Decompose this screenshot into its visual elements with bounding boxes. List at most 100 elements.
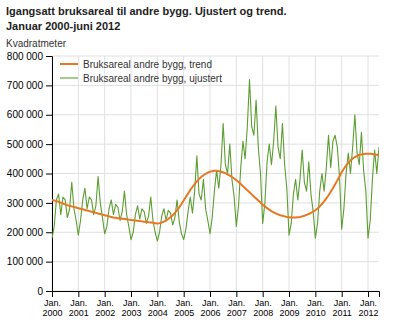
x-tick: Jan.2008 — [253, 291, 273, 318]
grid-line-x — [183, 56, 184, 291]
x-tick-label-line: Jan. — [255, 298, 272, 308]
grid-line-x — [289, 56, 290, 291]
legend-label: Bruksareal andre bygg, ujustert — [83, 73, 222, 84]
x-tick-label-line: Jan. — [123, 298, 140, 308]
x-tick-mark — [368, 291, 369, 297]
y-axis-line — [46, 57, 53, 292]
x-tick-label-line: 2001 — [69, 308, 89, 318]
legend-swatch — [60, 63, 78, 65]
grid-line-y — [52, 173, 379, 174]
y-tick-label: 700 000 — [7, 80, 44, 91]
x-tick-label-line: Jan. — [334, 298, 351, 308]
grid-line-y — [52, 85, 379, 86]
grid-line-y — [52, 202, 379, 203]
y-tick: 700 000 — [7, 80, 52, 91]
x-tick: Jan.2002 — [95, 291, 115, 318]
y-axis: 0100 000200 000300 000400 000500 000600 … — [7, 51, 53, 297]
x-tick: Jan.2004 — [148, 291, 168, 318]
x-tick-mark — [236, 291, 237, 297]
x-tick-label-line: 2000 — [42, 308, 62, 318]
x-tick-label: Jan.2011 — [333, 298, 352, 318]
grid-line-x — [262, 56, 263, 291]
x-tick-mark — [210, 291, 211, 297]
x-tick-label-line: 2003 — [121, 308, 141, 318]
x-tick-mark — [184, 291, 185, 297]
x-tick: Jan.2009 — [280, 291, 300, 318]
subtitle: Januar 2000-juni 2012 — [6, 20, 120, 32]
line — [52, 154, 379, 224]
title: Igangsatt bruksareal til andre bygg. Uju… — [6, 5, 287, 17]
x-tick-label-line: 2004 — [148, 308, 168, 318]
grid-line-y — [52, 144, 379, 145]
x-tick-label-line: Jan. — [176, 298, 193, 308]
x-tick-label-line: 2009 — [280, 308, 300, 318]
x-tick: Jan.2007 — [227, 291, 247, 318]
x-tick-mark — [105, 291, 106, 297]
x-axis: Jan.2000Jan.2001Jan.2002Jan.2003Jan.2004… — [42, 291, 379, 318]
grid-line-y — [52, 261, 379, 262]
y-tick: 600 000 — [7, 109, 52, 120]
x-tick: Jan.2003 — [121, 291, 141, 318]
y-tick-mark — [46, 144, 52, 145]
x-tick-label-line: 2007 — [227, 308, 247, 318]
y-tick: 500 000 — [7, 139, 52, 150]
y-tick: 800 000 — [7, 51, 52, 62]
y-tick-mark — [46, 56, 52, 57]
x-tick-label-line: 2005 — [174, 308, 194, 318]
x-tick-label: Jan.2005 — [174, 298, 194, 318]
x-tick-label-line: Jan. — [70, 298, 87, 308]
x-tick-label: Jan.2009 — [280, 298, 300, 318]
x-tick-mark — [157, 291, 158, 297]
grid-line-x — [104, 56, 105, 291]
x-tick-label-line: 2006 — [200, 308, 220, 318]
x-tick-label-line: Jan. — [360, 298, 377, 308]
y-tick-label: 400 000 — [7, 168, 44, 179]
x-tick: Jan.2005 — [174, 291, 194, 318]
y-tick-mark — [46, 85, 52, 86]
plot: 0100 000200 000300 000400 000500 000600 … — [7, 51, 380, 319]
y-tick-label: 500 000 — [7, 139, 44, 150]
x-tick: Jan.2010 — [306, 291, 326, 318]
x-tick-label-line: 2012 — [359, 308, 379, 318]
x-tick-mark — [78, 291, 79, 297]
y-tick-mark — [46, 174, 52, 175]
x-tick-label-line: Jan. — [97, 298, 114, 308]
series-lines — [52, 80, 379, 242]
y-tick-label: 0 — [37, 286, 43, 297]
grid — [52, 56, 379, 291]
x-tick-label: Jan.2004 — [148, 298, 168, 318]
x-tick: Jan.2011 — [333, 291, 352, 318]
x-tick-label: Jan.2007 — [227, 298, 247, 318]
x-tick-label-line: Jan. — [281, 298, 298, 308]
x-tick: Jan.2012 — [359, 291, 379, 318]
legend-label: Bruksareal andre bygg, trend — [83, 59, 212, 70]
x-tick-label: Jan.2006 — [200, 298, 220, 318]
legend-item: Bruksareal andre bygg, trend — [60, 59, 212, 70]
y-tick-mark — [46, 203, 52, 204]
x-tick-mark — [315, 291, 316, 297]
y-tick-label: 100 000 — [7, 256, 44, 267]
x-axis-line — [53, 292, 380, 298]
grid-line-x — [210, 56, 211, 291]
x-tick: Jan.2001 — [69, 291, 89, 318]
x-tick-label: Jan.2010 — [306, 298, 326, 318]
y-tick-mark — [46, 291, 52, 292]
y-tick: 300 000 — [7, 198, 52, 209]
x-tick-label-line: 2010 — [306, 308, 326, 318]
y-tick: 400 000 — [7, 168, 52, 179]
legend: Bruksareal andre bygg, trend Bruksareal a… — [60, 59, 222, 84]
x-tick-mark — [342, 291, 343, 297]
x-tick-label-line: Jan. — [44, 298, 61, 308]
y-tick: 100 000 — [7, 256, 52, 267]
x-tick-label-line: Jan. — [228, 298, 245, 308]
grid-line-x — [236, 56, 237, 291]
x-tick-label-line: 2002 — [95, 308, 115, 318]
grid-line-y — [52, 232, 379, 233]
grid-line-x — [315, 56, 316, 291]
grid-line-y — [52, 114, 379, 115]
x-tick-mark — [52, 291, 53, 297]
x-tick-label: Jan.2002 — [95, 298, 115, 318]
x-tick-label-line: Jan. — [202, 298, 219, 308]
x-tick-label: Jan.2008 — [253, 298, 273, 318]
x-tick-label: Jan.2003 — [121, 298, 141, 318]
